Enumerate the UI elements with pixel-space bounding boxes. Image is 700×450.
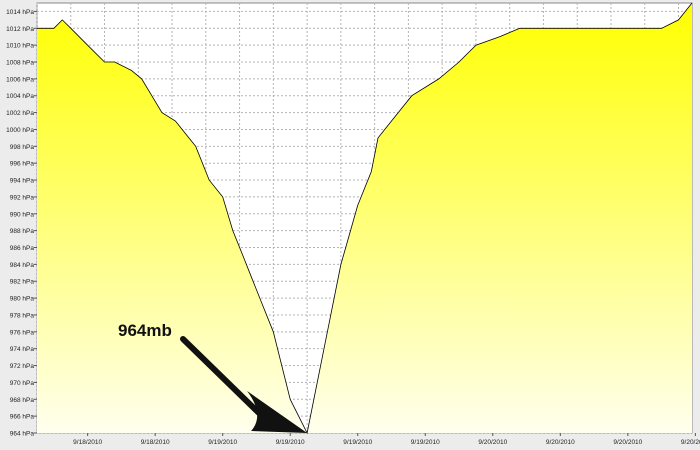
y-tick-label: 970 hPa <box>10 380 35 387</box>
y-tick-label: 1002 hPa <box>6 110 34 117</box>
y-tick-label: 1008 hPa <box>6 60 34 67</box>
x-tick-label: 9/20/2010 <box>546 439 575 446</box>
y-tick-label: 1014 hPa <box>6 9 34 16</box>
y-tick-label: 982 hPa <box>10 279 35 286</box>
annotation-arrow-head <box>247 391 308 433</box>
y-tick-label: 990 hPa <box>10 211 35 218</box>
annotation-label: 964mb <box>118 321 172 340</box>
y-tick-label: 996 hPa <box>10 161 35 168</box>
y-tick-label: 976 hPa <box>10 329 35 336</box>
y-tick-label: 964 hPa <box>10 431 35 438</box>
x-tick-label: 9/18/2010 <box>73 439 102 446</box>
y-tick-label: 998 hPa <box>10 144 35 151</box>
x-tick-label: 9/18/2010 <box>141 439 170 446</box>
x-tick-label: 9/19/2010 <box>411 439 440 446</box>
y-tick-label: 1000 hPa <box>6 127 34 134</box>
y-tick-label: 984 hPa <box>10 262 35 269</box>
y-tick-label: 1004 hPa <box>6 93 34 100</box>
y-tick-label: 972 hPa <box>10 363 35 370</box>
y-tick-label: 1012 hPa <box>6 26 34 33</box>
x-tick-label: 9/20/2010 <box>478 439 507 446</box>
y-tick-label: 994 hPa <box>10 178 35 185</box>
x-tick-label: 9/20/2010 <box>681 439 700 446</box>
y-tick-label: 986 hPa <box>10 245 35 252</box>
x-tick-label: 9/19/2010 <box>208 439 237 446</box>
x-tick-label: 9/20/2010 <box>613 439 642 446</box>
y-tick-label: 1010 hPa <box>6 43 34 50</box>
y-axis: 964 hPa 966 hPa 968 hPa 970 hPa 972 hPa 974 h… <box>6 9 37 438</box>
x-tick-label: 9/19/2010 <box>343 439 372 446</box>
area-series <box>37 2 693 435</box>
y-tick-label: 992 hPa <box>10 194 35 201</box>
y-tick-label: 968 hPa <box>10 397 35 404</box>
annotation: 964mb <box>118 321 308 433</box>
y-tick-label: 1006 hPa <box>6 76 34 83</box>
y-tick-label: 974 hPa <box>10 346 35 353</box>
y-tick-label: 988 hPa <box>10 228 35 235</box>
y-tick-label: 966 hPa <box>10 414 35 421</box>
x-tick-label: 9/19/2010 <box>276 439 305 446</box>
pressure-area-fill <box>37 3 692 433</box>
x-axis: 9/18/2010 9/18/2010 9/19/2010 9/19/2010 9/19… <box>73 433 700 446</box>
y-tick-label: 978 hPa <box>10 312 35 319</box>
y-tick-label: 980 hPa <box>10 296 35 303</box>
pressure-line <box>37 2 693 435</box>
annotation-arrow-shaft <box>180 336 269 422</box>
